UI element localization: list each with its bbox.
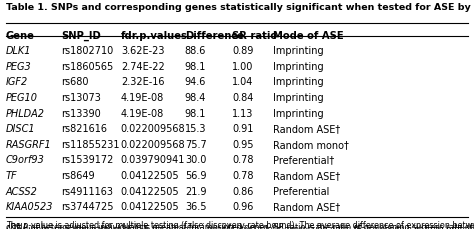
Text: Imprinting: Imprinting (273, 93, 323, 102)
Text: 0.96: 0.96 (232, 202, 254, 211)
Text: TF: TF (6, 170, 18, 180)
Text: 0.84: 0.84 (232, 93, 254, 102)
Text: Imprinting: Imprinting (273, 46, 323, 56)
Text: Preferential†: Preferential† (273, 155, 334, 165)
Text: SR ratio: SR ratio (232, 31, 277, 41)
Text: 0.95: 0.95 (232, 139, 254, 149)
Text: 56.9: 56.9 (185, 170, 206, 180)
Text: 30.0: 30.0 (185, 155, 206, 165)
Text: Random mono†: Random mono† (273, 139, 348, 149)
Text: level (see text for details).: level (see text for details). (6, 227, 112, 229)
Text: rs13073: rs13073 (62, 93, 101, 102)
Text: 94.6: 94.6 (185, 77, 206, 87)
Text: SNP_ID: SNP_ID (62, 31, 101, 41)
Text: RASGRF1: RASGRF1 (6, 139, 52, 149)
Text: Preferential: Preferential (273, 186, 329, 196)
Text: Imprinting: Imprinting (273, 77, 323, 87)
Text: ASE summarises the pattern of ASE based on the quantitative allelic expression d: ASE summarises the pattern of ASE based … (6, 224, 474, 229)
Text: Mode of ASE: Mode of ASE (273, 31, 343, 41)
Text: 0.04122505: 0.04122505 (121, 202, 180, 211)
Text: 15.3: 15.3 (185, 124, 206, 134)
Text: 75.7: 75.7 (185, 139, 207, 149)
Text: 0.86: 0.86 (232, 186, 254, 196)
Text: PEG10: PEG10 (6, 93, 38, 102)
Text: The p-value is adjusted for multiple testing (false discovery rate bound). The a: The p-value is adjusted for multiple tes… (6, 220, 474, 229)
Text: rs4911163: rs4911163 (62, 186, 114, 196)
Text: rs13390: rs13390 (62, 108, 101, 118)
Text: PEG3: PEG3 (6, 61, 31, 71)
Text: 0.022009568: 0.022009568 (121, 124, 185, 134)
Text: 0.78: 0.78 (232, 170, 254, 180)
Text: Table 1. SNPs and corresponding genes statistically significant when tested for : Table 1. SNPs and corresponding genes st… (6, 3, 474, 12)
Text: C9orf93: C9orf93 (6, 155, 45, 165)
Text: 2.74E-22: 2.74E-22 (121, 61, 164, 71)
Text: 4.19E-08: 4.19E-08 (121, 108, 164, 118)
Text: 98.1: 98.1 (185, 61, 206, 71)
Text: cDNA of heterozygous individuals is greatest for imprinted genes. SR ratio is th: cDNA of heterozygous individuals is grea… (6, 222, 474, 229)
Text: 98.4: 98.4 (185, 93, 206, 102)
Text: Random ASE†: Random ASE† (273, 170, 340, 180)
Text: rs1539172: rs1539172 (62, 155, 114, 165)
Text: 4.19E-08: 4.19E-08 (121, 93, 164, 102)
Text: 1.00: 1.00 (232, 61, 254, 71)
Text: 1.04: 1.04 (232, 77, 254, 87)
Text: DISC1: DISC1 (6, 124, 35, 134)
Text: ACSS2: ACSS2 (6, 186, 37, 196)
Text: 98.1: 98.1 (185, 108, 206, 118)
Text: 21.9: 21.9 (185, 186, 206, 196)
Text: rs8649: rs8649 (62, 170, 95, 180)
Text: 2.32E-16: 2.32E-16 (121, 77, 164, 87)
Text: fdr.p.values: fdr.p.values (121, 31, 188, 41)
Text: KIAA0523: KIAA0523 (6, 202, 53, 211)
Text: 1.13: 1.13 (232, 108, 254, 118)
Text: 0.022009568: 0.022009568 (121, 139, 185, 149)
Text: rs3744725: rs3744725 (62, 202, 114, 211)
Text: Imprinting: Imprinting (273, 108, 323, 118)
Text: DLK1: DLK1 (6, 46, 31, 56)
Text: Imprinting: Imprinting (273, 61, 323, 71)
Text: rs1802710: rs1802710 (62, 46, 114, 56)
Text: rs1860565: rs1860565 (62, 61, 114, 71)
Text: IGF2: IGF2 (6, 77, 28, 87)
Text: 0.89: 0.89 (232, 46, 254, 56)
Text: 0.04122505: 0.04122505 (121, 170, 180, 180)
Text: 88.6: 88.6 (185, 46, 206, 56)
Text: rs821616: rs821616 (62, 124, 108, 134)
Text: Random ASE†: Random ASE† (273, 124, 340, 134)
Text: 3.62E-23: 3.62E-23 (121, 46, 164, 56)
Text: 0.039790941: 0.039790941 (121, 155, 185, 165)
Text: 36.5: 36.5 (185, 202, 206, 211)
Text: Difference: Difference (185, 31, 244, 41)
Text: Gene: Gene (6, 31, 35, 41)
Text: 0.91: 0.91 (232, 124, 254, 134)
Text: Random ASE†: Random ASE† (273, 202, 340, 211)
Text: 0.04122505: 0.04122505 (121, 186, 180, 196)
Text: PHLDA2: PHLDA2 (6, 108, 45, 118)
Text: rs680: rs680 (62, 77, 89, 87)
Text: rs11855231: rs11855231 (62, 139, 120, 149)
Text: 0.78: 0.78 (232, 155, 254, 165)
